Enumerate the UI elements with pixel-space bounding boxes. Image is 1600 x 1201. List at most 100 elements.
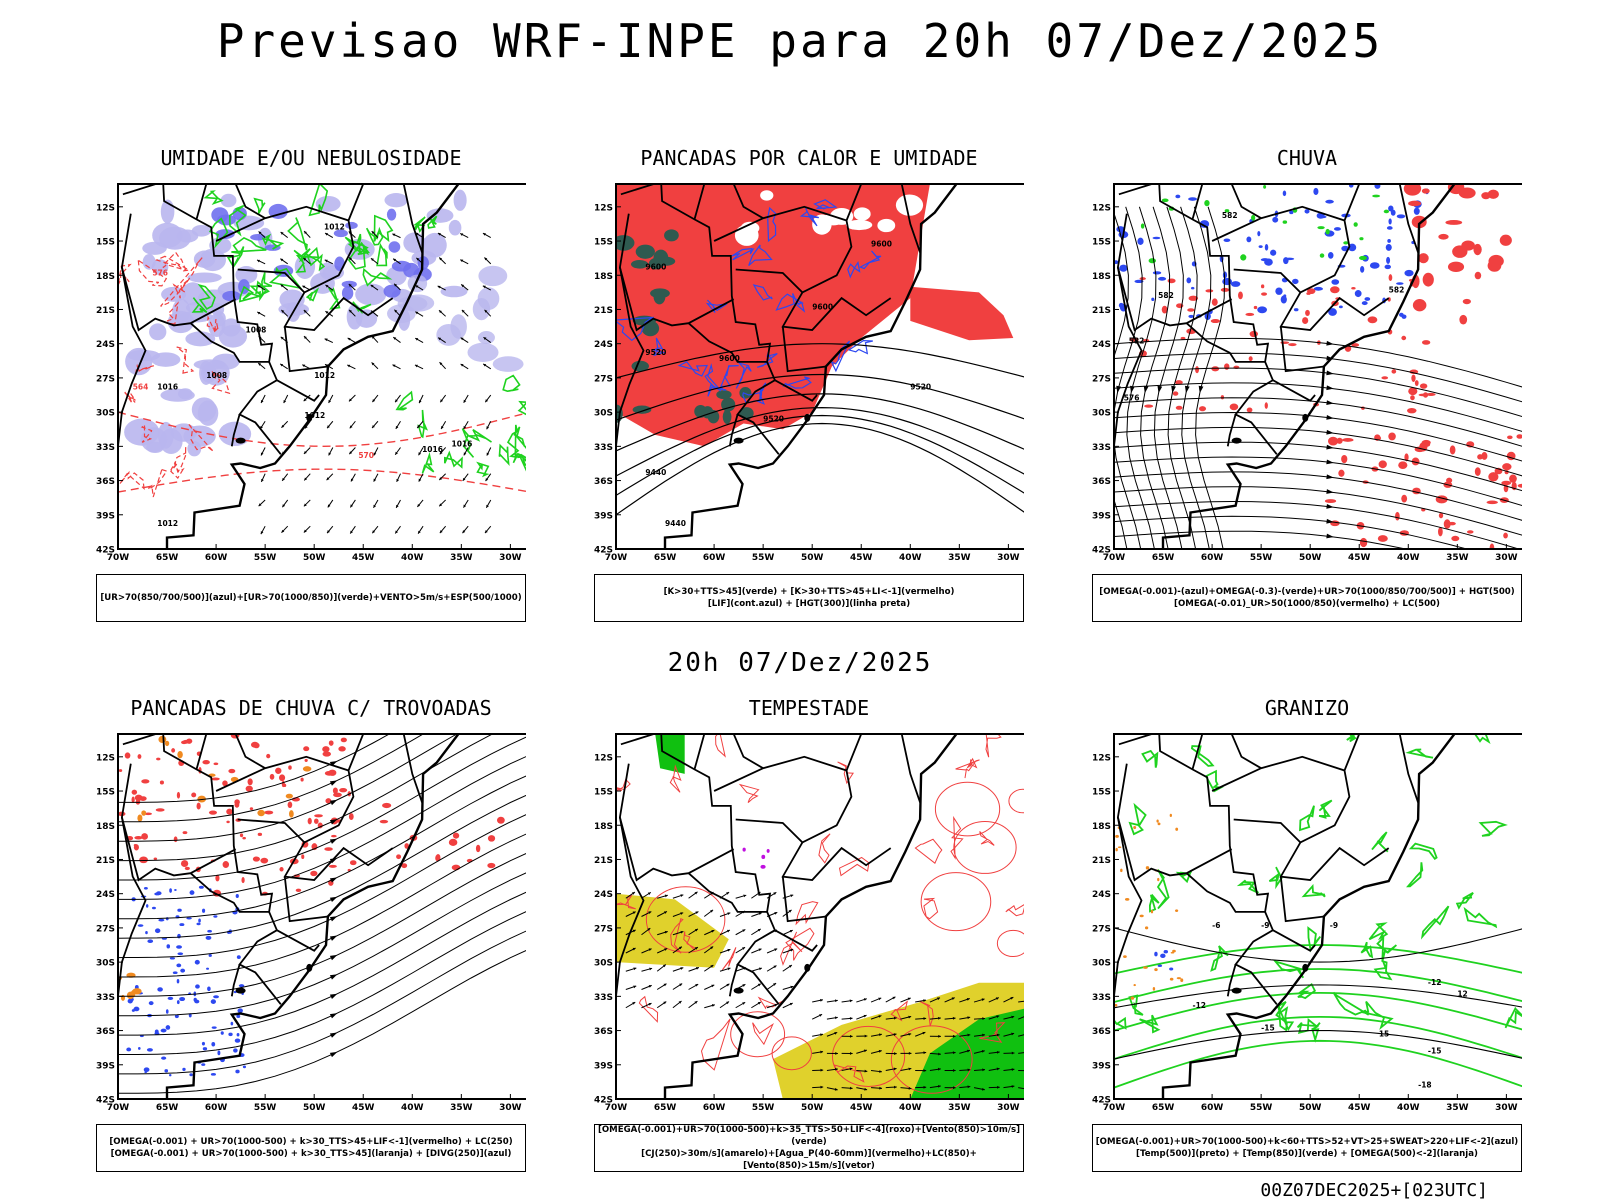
divergence-blue bbox=[199, 886, 204, 889]
contour-label: 1008 bbox=[246, 325, 267, 334]
lon-label: 60W bbox=[1201, 553, 1224, 563]
humidity-core bbox=[334, 257, 345, 272]
lat-label: 24S bbox=[96, 890, 115, 900]
thunder-red bbox=[154, 857, 158, 860]
rain-blue bbox=[1231, 281, 1240, 287]
lat-label: 24S bbox=[96, 340, 115, 350]
rain-red bbox=[1381, 376, 1388, 379]
lon-label: 60W bbox=[703, 1103, 726, 1113]
divergence-blue bbox=[132, 1009, 135, 1012]
thunder-red bbox=[449, 839, 458, 846]
thunder-red bbox=[264, 811, 273, 815]
lat-label: 21S bbox=[96, 856, 115, 866]
rain-blue bbox=[1414, 208, 1420, 215]
thunder-red bbox=[228, 769, 235, 773]
thickness-contour bbox=[149, 470, 167, 497]
legend-line-1: [OMEGA(-0.001)-(azul)+OMEGA(-0.3)-(verde… bbox=[1093, 586, 1521, 598]
streamline-arrow bbox=[1326, 400, 1333, 405]
lon-label: 50W bbox=[801, 1103, 824, 1113]
lat-label: 12S bbox=[1092, 203, 1111, 213]
humidity-field bbox=[355, 283, 386, 305]
rain-red bbox=[1389, 274, 1393, 281]
streamline-arrow bbox=[1326, 385, 1333, 390]
low-humidity-contour bbox=[519, 454, 526, 482]
lon-label: 50W bbox=[303, 553, 326, 563]
humidity-field bbox=[146, 442, 164, 453]
rain-blue bbox=[1283, 257, 1288, 264]
rain-blue bbox=[1223, 272, 1227, 279]
thunder-orange bbox=[165, 741, 169, 746]
legend-line-1: [K>30+TTS>45](verde) + [K>30+TTS>45+LI<-… bbox=[595, 586, 1023, 598]
rain-red bbox=[1238, 292, 1243, 300]
contour-label: 1016 bbox=[157, 382, 178, 391]
contour-label: 582 bbox=[1222, 211, 1238, 220]
divergence-blue bbox=[145, 931, 148, 934]
omega-orange bbox=[1180, 978, 1183, 982]
divergence-blue bbox=[198, 919, 201, 923]
thunder-red bbox=[305, 759, 308, 762]
thunder-red bbox=[288, 765, 292, 769]
omega-orange bbox=[1177, 977, 1181, 979]
rain-red bbox=[1451, 536, 1459, 541]
instability-green bbox=[723, 410, 732, 424]
rain-red bbox=[1378, 535, 1388, 542]
lon-label: 60W bbox=[205, 1103, 228, 1113]
streamline bbox=[1114, 427, 1522, 477]
contour-label: 9520 bbox=[763, 414, 784, 423]
thunder-red bbox=[141, 833, 148, 840]
lon-label: 45W bbox=[1348, 1103, 1371, 1113]
rain-red bbox=[1230, 403, 1239, 410]
temp850-contour bbox=[1304, 886, 1325, 897]
streamline-arrow bbox=[1116, 386, 1121, 394]
rain-red bbox=[1195, 366, 1199, 373]
thunder-red bbox=[453, 833, 459, 839]
lat-label: 33S bbox=[1092, 993, 1111, 1003]
contour-label: 1016 bbox=[422, 445, 443, 454]
lat-label: 27S bbox=[1092, 374, 1111, 384]
humidity-core bbox=[345, 222, 358, 229]
temp850-contour bbox=[1143, 751, 1158, 768]
omega-orange bbox=[1151, 910, 1153, 914]
divergence-blue bbox=[161, 1029, 167, 1033]
streamline-arrow bbox=[330, 1052, 338, 1057]
thunder-red bbox=[156, 808, 165, 811]
rain-red bbox=[1368, 316, 1378, 323]
country-border bbox=[1281, 327, 1324, 372]
rain-blue bbox=[1175, 195, 1180, 199]
lat-label: 18S bbox=[594, 822, 613, 832]
thunder-red bbox=[349, 813, 354, 820]
instability-green bbox=[716, 390, 731, 399]
lat-label: 30S bbox=[96, 959, 115, 969]
rain-red bbox=[1398, 461, 1407, 469]
country-border bbox=[285, 877, 328, 922]
panel-legend: [OMEGA(-0.001)+UR>70(1000-500)+k>35_TTS>… bbox=[594, 1124, 1024, 1172]
divergence-blue bbox=[147, 1048, 153, 1051]
thunder-red bbox=[270, 774, 275, 780]
rain-red bbox=[1144, 405, 1153, 408]
rain-blue bbox=[1191, 287, 1194, 290]
thunder-red bbox=[396, 854, 401, 859]
divergence-blue bbox=[202, 1042, 205, 1046]
country-border bbox=[695, 734, 764, 769]
rain-red bbox=[1423, 392, 1428, 398]
thunder-red bbox=[322, 751, 330, 756]
rain-blue bbox=[1265, 244, 1268, 251]
legend-line-1: [OMEGA(-0.001)+UR>70(1000-500)+k>35_TTS>… bbox=[595, 1124, 1023, 1148]
rain-red bbox=[1221, 288, 1230, 292]
lat-label: 33S bbox=[96, 993, 115, 1003]
thunder-red bbox=[171, 748, 175, 752]
lat-label: 33S bbox=[1092, 443, 1111, 453]
lon-label: 35W bbox=[948, 1103, 971, 1113]
humidity-field bbox=[493, 356, 524, 372]
divergence-blue bbox=[147, 939, 153, 943]
omega-orange bbox=[1175, 909, 1178, 912]
low-humidity-contour bbox=[307, 290, 317, 301]
streamline-arrow bbox=[1326, 371, 1333, 376]
thunder-red bbox=[333, 787, 338, 793]
thunder-red bbox=[350, 860, 357, 865]
omega-orange bbox=[1118, 846, 1121, 848]
contour-label: 15 bbox=[1379, 1029, 1389, 1038]
lat-label: 30S bbox=[594, 959, 613, 969]
lon-label: 35W bbox=[450, 1103, 473, 1113]
panel-legend: [OMEGA(-0.001) + UR>70(1000-500) + k>30_… bbox=[96, 1124, 526, 1172]
